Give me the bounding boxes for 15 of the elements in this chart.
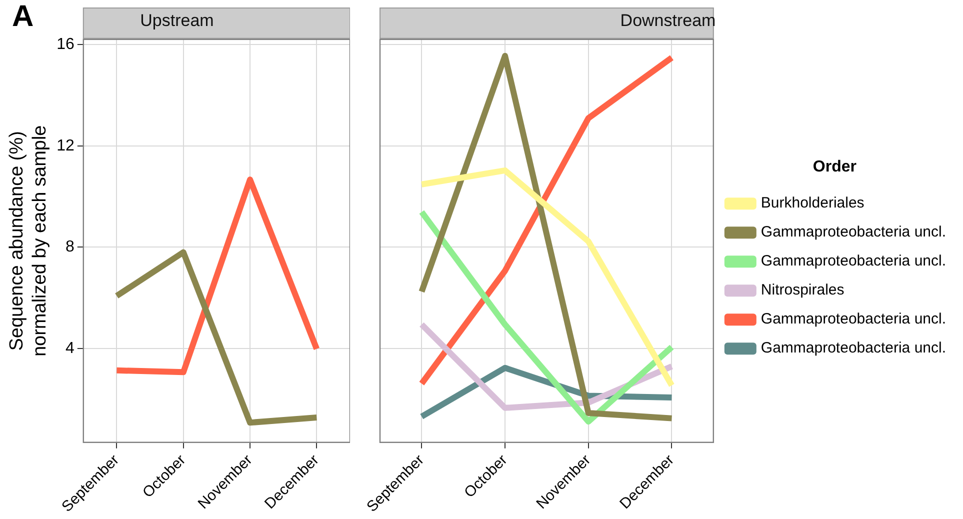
legend-title: Order — [812, 158, 856, 176]
y-tick-label: 4 — [65, 340, 74, 358]
legend-label: Gammaproteobacteria uncl. — [760, 310, 946, 328]
text: A — [12, 0, 34, 34]
legend-label: Burkholderiales — [760, 194, 864, 212]
y-axis-title: Sequence abundance (%) normalized by each sample — [6, 125, 50, 357]
chart-title: Upstream — [140, 10, 214, 30]
legend-label: Gammaproteobacteria uncl. — [760, 340, 946, 357]
y-tick-label: 8 — [65, 238, 74, 256]
legend-label: Gammaproteobacteria uncl. — [760, 252, 946, 270]
chart-title: Downstream — [620, 10, 716, 30]
y-tick-label: 16 — [56, 36, 74, 53]
legend-label: Gammaproteobacteria uncl. — [760, 224, 946, 241]
legend-label: Nitrospirales — [760, 282, 844, 299]
y-tick-label: 12 — [56, 137, 74, 154]
